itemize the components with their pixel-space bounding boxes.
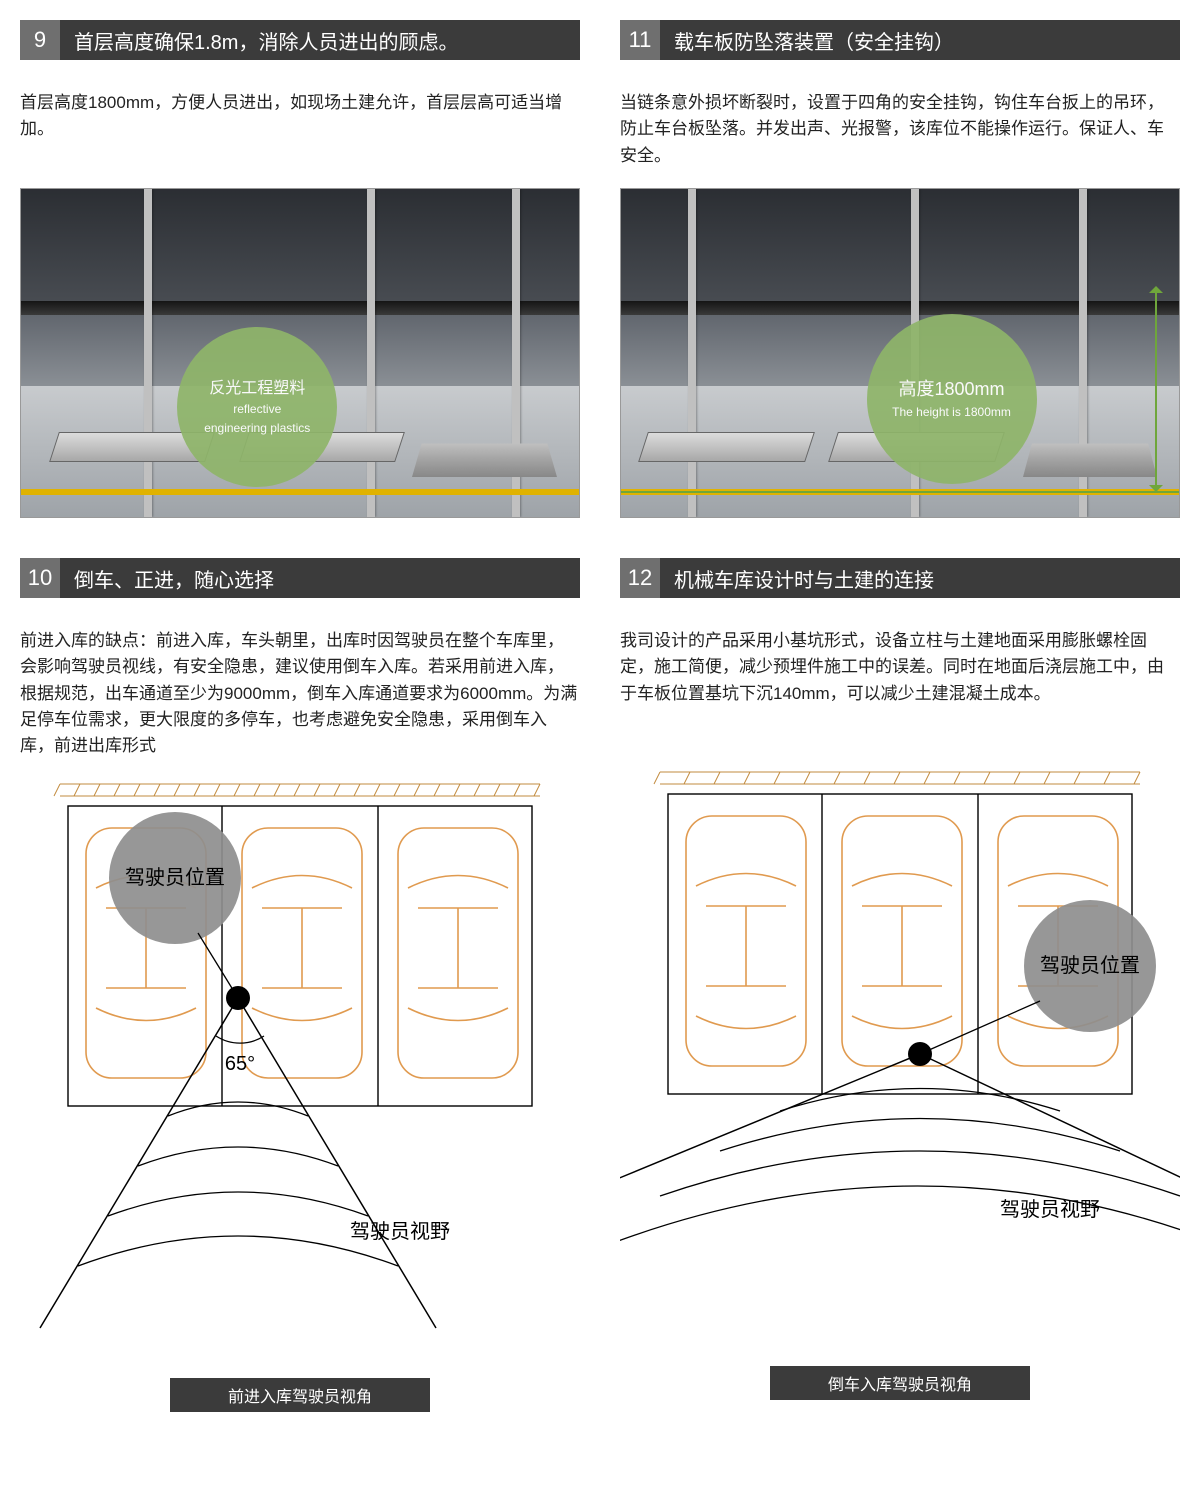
bubble-text-cn: 高度1800mm [899,377,1005,401]
garage-photo-11: 高度1800mm The height is 1800mm [620,188,1180,518]
section-11: 11 载车板防坠落装置（安全挂钩） 当链条意外损坏断裂时，设置于四角的安全挂钩，… [620,20,1180,518]
section-title: 首层高度确保1.8m，消除人员进出的顾虑。 [60,20,580,60]
forward-parking-diagram: 驾驶员位置 65° 驾驶员视野 前进入库驾驶员视角 [20,778,580,1412]
section-number: 11 [620,20,660,60]
section-header: 11 载车板防坠落装置（安全挂钩） [620,20,1180,60]
height-baseline [621,491,1179,493]
diagram-svg-forward: 驾驶员位置 65° 驾驶员视野 [20,778,580,1358]
section-description: 前进入库的缺点：前进入库，车头朝里，出库时因驾驶员在整个车库里，会影响驾驶员视线… [20,628,580,760]
reverse-parking-diagram: 驾驶员位置 驾驶员视野 倒车入库驾驶员视角 [620,766,1180,1400]
section-9: 9 首层高度确保1.8m，消除人员进出的顾虑。 首层高度1800mm，方便人员进… [20,20,580,518]
section-title: 载车板防坠落装置（安全挂钩） [660,20,1180,60]
bubble-text-en2: engineering plastics [204,420,310,436]
height-dimension-arrow [1155,289,1157,489]
section-header: 12 机械车库设计时与土建的连接 [620,558,1180,598]
diagram-svg-reverse: 驾驶员位置 驾驶员视野 [620,766,1180,1346]
bubble-text-cn: 反光工程塑料 [209,378,305,400]
section-header: 9 首层高度确保1.8m，消除人员进出的顾虑。 [20,20,580,60]
section-number: 12 [620,558,660,598]
callout-bubble-height: 高度1800mm The height is 1800mm [867,314,1037,484]
section-header: 10 倒车、正进，随心选择 [20,558,580,598]
section-number: 9 [20,20,60,60]
driver-view-label: 驾驶员视野 [350,1220,450,1243]
diagram-caption-forward: 前进入库驾驶员视角 [170,1378,430,1412]
callout-bubble-reflective: 反光工程塑料 reflective engineering plastics [177,327,337,487]
section-description: 首层高度1800mm，方便人员进出，如现场土建允许，首层层高可适当增加。 [20,90,580,170]
bubble-text-en: The height is 1800mm [892,404,1011,420]
section-title: 倒车、正进，随心选择 [60,558,580,598]
section-10: 10 倒车、正进，随心选择 前进入库的缺点：前进入库，车头朝里，出库时因驾驶员在… [20,558,580,1412]
driver-position-label: 驾驶员位置 [125,866,225,889]
section-description: 当链条意外损坏断裂时，设置于四角的安全挂钩，钩住车台扳上的吊环，防止车台板坠落。… [620,90,1180,170]
section-description: 我司设计的产品采用小基坑形式，设备立柱与土建地面采用膨胀螺栓固定，施工简便，减少… [620,628,1180,748]
bubble-text-en1: reflective [233,401,281,417]
cone-angle-text: 65° [225,1053,255,1075]
section-number: 10 [20,558,60,598]
driver-position-label: 驾驶员位置 [1040,954,1140,977]
driver-view-label: 驾驶员视野 [1000,1198,1100,1221]
section-title: 机械车库设计时与土建的连接 [660,558,1180,598]
section-12: 12 机械车库设计时与土建的连接 我司设计的产品采用小基坑形式，设备立柱与土建地… [620,558,1180,1412]
diagram-caption-reverse: 倒车入库驾驶员视角 [770,1366,1030,1400]
garage-photo-9: 反光工程塑料 reflective engineering plastics [20,188,580,518]
